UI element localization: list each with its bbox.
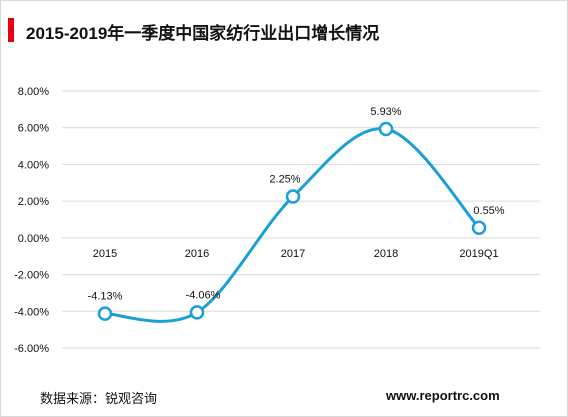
y-tick-label: 2.00%	[18, 196, 49, 208]
x-tick-label: 2019Q1	[459, 248, 498, 260]
data-point	[285, 189, 301, 204]
y-tick-label: -4.00%	[14, 306, 49, 318]
data-point	[378, 121, 394, 137]
y-tick-label: 0.00%	[18, 233, 49, 245]
y-tick-label: 4.00%	[18, 159, 49, 171]
x-tick-label: 2017	[281, 248, 305, 260]
y-tick-label: -6.00%	[14, 343, 49, 355]
data-source-note: 数据来源：锐观咨询	[40, 391, 158, 406]
data-point	[97, 306, 113, 321]
data-label: -4.06%	[186, 289, 221, 301]
y-tick-label: 8.00%	[18, 86, 49, 98]
x-tick-label: 2015	[93, 248, 117, 260]
page-title: 2015-2019年一季度中国家纺行业出口增长情况	[26, 24, 380, 43]
data-point	[189, 305, 205, 320]
data-point	[471, 220, 487, 236]
y-tick-label: 6.00%	[18, 123, 49, 135]
data-label: 5.93%	[370, 106, 401, 118]
data-label: -4.13%	[88, 291, 123, 303]
series-line	[103, 127, 481, 323]
x-tick-label: 2018	[374, 248, 398, 260]
x-tick-label: 2016	[185, 248, 209, 260]
y-tick-label: -2.00%	[14, 270, 49, 282]
data-label: 2.25%	[269, 174, 300, 186]
data-label: 0.55%	[473, 205, 504, 217]
title-accent-bar	[8, 18, 14, 42]
website-url: www.reportrc.com	[386, 388, 500, 403]
